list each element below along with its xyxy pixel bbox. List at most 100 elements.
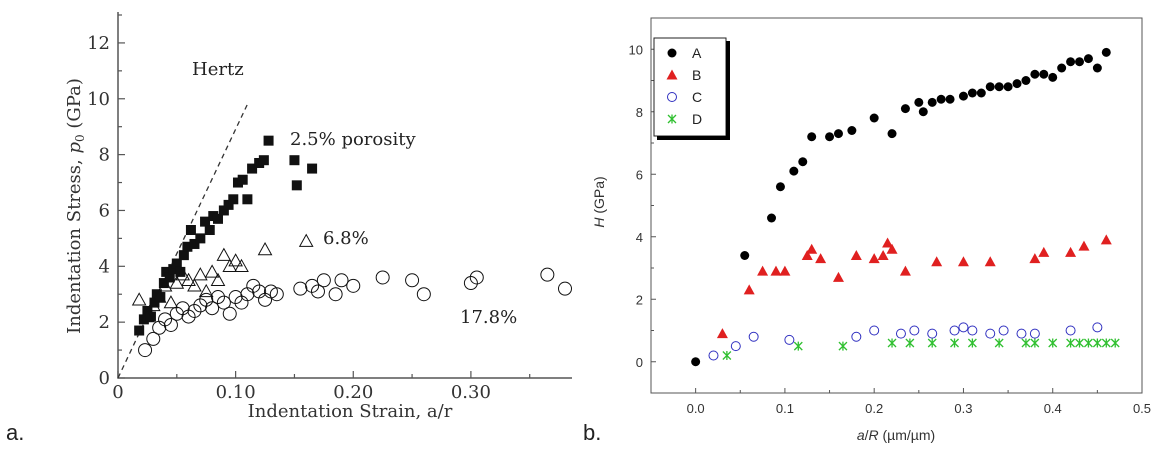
chart-b-point-B (1065, 246, 1077, 257)
x-tick-label: 0.0 (687, 401, 705, 416)
chart-b-point-C (1092, 322, 1103, 333)
chart-b-point-A (789, 166, 799, 176)
chart-b-x-ticks: 0.0 0.1 0.2 0.3 0.4 0.5 (650, 388, 1151, 416)
chart-b-point-B (770, 265, 782, 276)
chart-a-point-series-0 (237, 174, 248, 185)
chart-a-point-series-2 (416, 287, 431, 302)
chart-b-point-C (708, 350, 719, 361)
chart-b-point-D (927, 338, 937, 348)
chart-b-point-A (1092, 63, 1102, 73)
chart-a-point-series-1 (216, 247, 232, 261)
chart-b-point-B (779, 265, 791, 276)
chart-b-point-B (716, 328, 728, 339)
chart-a-y-ticks: 0 2 4 6 8 10 12 (87, 14, 125, 389)
chart-b-point-C (1029, 328, 1040, 339)
y-tick-label: 6 (99, 200, 110, 221)
chart-b-x-axis-title: a/R (µm/µm) (857, 427, 935, 443)
chart-a-point-series-2 (187, 303, 202, 318)
y-tick-label: 0 (99, 368, 110, 389)
y-tick-label: 0 (636, 355, 643, 370)
chart-a-point-series-2 (558, 281, 572, 296)
chart-b-point-A (1101, 47, 1111, 57)
chart-a-point-series-0 (247, 163, 258, 174)
chart-b-point-B (877, 250, 889, 260)
chart-a-point-series-2 (138, 343, 153, 358)
chart-b-point-C (967, 325, 978, 336)
chart-a-point-series-2 (199, 292, 214, 307)
chart-a-point-series-2 (193, 298, 208, 313)
chart-a-point-series-0 (263, 135, 274, 146)
chart-b-point-D (1110, 338, 1120, 348)
chart-b-point-A (798, 157, 808, 167)
chart-b-point-C (748, 331, 759, 342)
x-tick-label: 0 (112, 382, 123, 403)
chart-a-point-series-0 (171, 258, 182, 269)
chart-a-point-series-0 (168, 264, 179, 275)
chart-a-point-series-1 (175, 267, 191, 281)
x-tick-label: 0.1 (776, 401, 794, 416)
chart-b-point-A (1066, 57, 1076, 67)
chart-a-point-series-0 (289, 155, 300, 166)
chart-b-point-A (918, 107, 928, 117)
chart-b-point-A (976, 88, 986, 98)
chart-b-point-C (998, 325, 1009, 336)
chart-a-point-series-0 (185, 225, 196, 236)
chart-b-point-B (1038, 246, 1050, 257)
chart-b-point-C (1065, 325, 1076, 336)
y-tick-label: 4 (636, 230, 643, 245)
chart-b-point-A (1030, 69, 1040, 79)
chart-b-point-D (793, 341, 803, 351)
chart-b-point-D (950, 338, 959, 348)
x-tick-label: 0.5 (1133, 401, 1151, 416)
chart-a-point-series-2 (240, 287, 255, 302)
chart-a-point-series-1 (192, 267, 208, 281)
y-tick-label: 2 (636, 292, 643, 307)
chart-b-point-A (936, 94, 946, 104)
chart-a-point-series-0 (178, 250, 189, 261)
chart-b-point-B (832, 271, 844, 282)
chart-b-y-axis-title: H (GPa) (591, 176, 607, 227)
legend-marker-D (667, 114, 677, 124)
y-tick-label: 8 (99, 145, 110, 166)
chart-a-point-series-2 (316, 273, 331, 288)
chart-b-point-A (1021, 76, 1031, 85)
chart-a-point-series-1 (257, 242, 273, 256)
chart-a-point-series-0 (182, 241, 193, 252)
y-tick-label: 6 (636, 167, 643, 182)
chart-a-point-series-1 (157, 278, 173, 292)
chart-b-point-B (806, 243, 818, 254)
chart-b-point-B (984, 256, 996, 267)
legend-label-B: B (692, 67, 701, 83)
chart-a-point-series-0 (138, 314, 149, 325)
chart-a-point-series-2 (310, 284, 325, 299)
chart-a-point-series-1 (163, 295, 179, 309)
chart-b-point-D (1021, 338, 1031, 348)
chart-b-point-B (931, 256, 943, 267)
chart-b-point-D (905, 338, 915, 348)
legend-marker-C (667, 92, 677, 102)
y-tick-label: 2 (99, 312, 110, 333)
chart-a-point-series-2 (210, 290, 225, 305)
chart-b-point-A (985, 82, 995, 92)
chart-b-point-A (914, 97, 924, 107)
chart-b-point-C (851, 331, 862, 342)
chart-a-point-series-0 (258, 155, 269, 166)
chart-a-point-series-2 (258, 292, 273, 307)
chart-b-point-C (1016, 328, 1027, 339)
chart-b-point-A (1083, 54, 1093, 64)
chart-b-point-A (1039, 69, 1049, 79)
chart-a-point-series-0 (200, 216, 211, 227)
chart-a-point-series-2 (305, 278, 320, 293)
chart-a-point-series-0 (161, 266, 172, 277)
chart-b-point-B (886, 243, 898, 254)
chart-a-annotation-2-5: 2.5% porosity (290, 129, 416, 150)
chart-a-point-series-2 (405, 273, 420, 288)
chart-b-point-D (1048, 338, 1058, 348)
chart-b-point-C (985, 328, 996, 339)
chart-b-point-A (807, 132, 817, 142)
y-tick-label: 10 (629, 42, 643, 57)
chart-a-point-series-0 (134, 325, 145, 336)
chart-b-point-A (833, 129, 843, 139)
chart-b-point-D (1083, 338, 1093, 348)
